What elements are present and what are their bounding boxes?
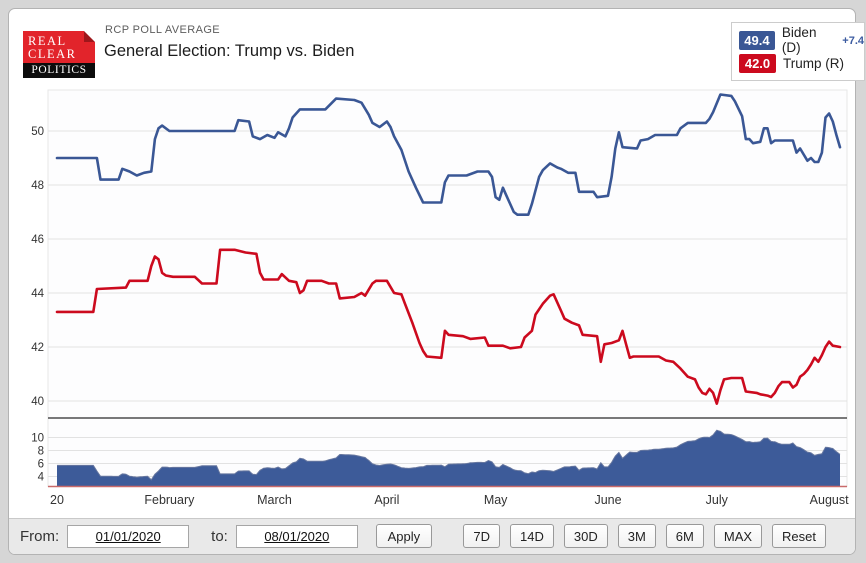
apply-button[interactable]: Apply — [375, 524, 432, 548]
svg-text:8: 8 — [38, 446, 44, 458]
date-range-form: From: to: Apply — [20, 524, 432, 548]
range-buttons: 7D 14D 30D 3M 6M MAX Reset — [463, 524, 826, 548]
trump-value-badge: 42.0 — [739, 53, 776, 73]
logo-line-real: REAL — [28, 34, 67, 48]
biden-label: Biden (D) — [781, 25, 817, 55]
logo-line-politics: POLITICS — [23, 63, 95, 78]
page-title: General Election: Trump vs. Biden — [104, 42, 355, 60]
trump-label: Trump (R) — [783, 55, 844, 71]
range-6m-button[interactable]: 6M — [665, 524, 704, 548]
svg-text:50: 50 — [31, 126, 44, 138]
svg-text:44: 44 — [31, 288, 44, 300]
svg-text:August: August — [810, 493, 849, 507]
legend-box: 49.4 Biden (D) +7.4 42.0 Trump (R) — [731, 22, 865, 81]
svg-text:40: 40 — [31, 396, 44, 408]
svg-text:10: 10 — [31, 433, 44, 445]
realclearpolitics-logo[interactable]: REAL CLEAR POLITICS — [23, 31, 95, 78]
range-7d-button[interactable]: 7D — [463, 524, 501, 548]
svg-text:February: February — [144, 493, 195, 507]
date-range-toolbar: From: to: Apply 7D 14D 30D 3M 6M MAX Res… — [9, 518, 855, 554]
to-label: to: — [211, 527, 228, 545]
svg-text:42: 42 — [31, 342, 44, 354]
svg-text:April: April — [374, 493, 399, 507]
range-30d-button[interactable]: 30D — [563, 524, 608, 548]
svg-text:4: 4 — [38, 472, 45, 484]
svg-text:July: July — [706, 493, 729, 507]
range-14d-button[interactable]: 14D — [510, 524, 554, 548]
biden-value-badge: 49.4 — [739, 30, 775, 50]
logo-line-clear: CLEAR — [28, 47, 77, 61]
svg-text:6: 6 — [38, 459, 44, 471]
legend-row-trump: 42.0 Trump (R) — [739, 53, 864, 73]
biden-spread-delta: +7.4 — [842, 35, 864, 47]
reset-button[interactable]: Reset — [772, 524, 826, 548]
page-fold-icon — [84, 31, 95, 42]
svg-text:March: March — [257, 493, 292, 507]
logo-red-block: REAL CLEAR — [23, 31, 95, 63]
svg-text:20: 20 — [50, 493, 64, 507]
range-3m-button[interactable]: 3M — [617, 524, 656, 548]
legend-row-biden: 49.4 Biden (D) +7.4 — [739, 25, 864, 55]
to-date-input[interactable] — [235, 524, 358, 548]
svg-text:48: 48 — [31, 180, 44, 192]
range-max-button[interactable]: MAX — [713, 524, 763, 548]
from-label: From: — [20, 527, 60, 545]
svg-text:46: 46 — [31, 234, 44, 246]
kicker-rcp-poll-average: RCP POLL AVERAGE — [105, 24, 221, 36]
svg-text:June: June — [594, 493, 621, 507]
from-date-input[interactable] — [67, 524, 190, 548]
svg-text:May: May — [484, 493, 508, 507]
